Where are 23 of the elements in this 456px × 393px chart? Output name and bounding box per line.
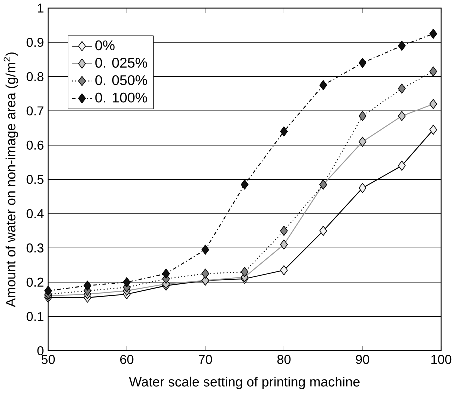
legend-label: 0. 100%: [96, 92, 148, 103]
legend-label: 0%: [96, 40, 115, 50]
legend-label: 0. 050%: [96, 75, 148, 86]
x-tick-label: 80: [278, 354, 291, 364]
y-tick-label: 0.2: [26, 278, 44, 287]
x-tick-label: 60: [120, 354, 134, 364]
y-tick-label: 0.5: [26, 174, 44, 184]
y-axis-title: Amount of water on non-image area (g/m$^{2}$): [4, 52, 18, 308]
x-tick-label: 100: [432, 354, 452, 364]
y-tick-label: 0.8: [26, 72, 44, 82]
y-tick-label: 0.7: [26, 106, 44, 116]
x-tick-label: 50: [42, 354, 56, 364]
y-tick-label: 0: [38, 346, 44, 356]
legend-label: 0. 025%: [96, 58, 148, 68]
x-axis-title: Water scale setting of printing machine: [129, 376, 360, 390]
x-tick-label: 70: [199, 354, 212, 364]
y-tick-label: 0.1: [26, 312, 44, 322]
y-tick-label: 0.9: [26, 38, 44, 47]
y-tick-label: 0.3: [26, 243, 44, 253]
x-tick-label: 90: [356, 354, 370, 364]
y-tick-label: 0.4: [26, 209, 44, 218]
y-tick-label: 1: [38, 4, 44, 13]
y-tick-label: 0.6: [26, 140, 44, 150]
